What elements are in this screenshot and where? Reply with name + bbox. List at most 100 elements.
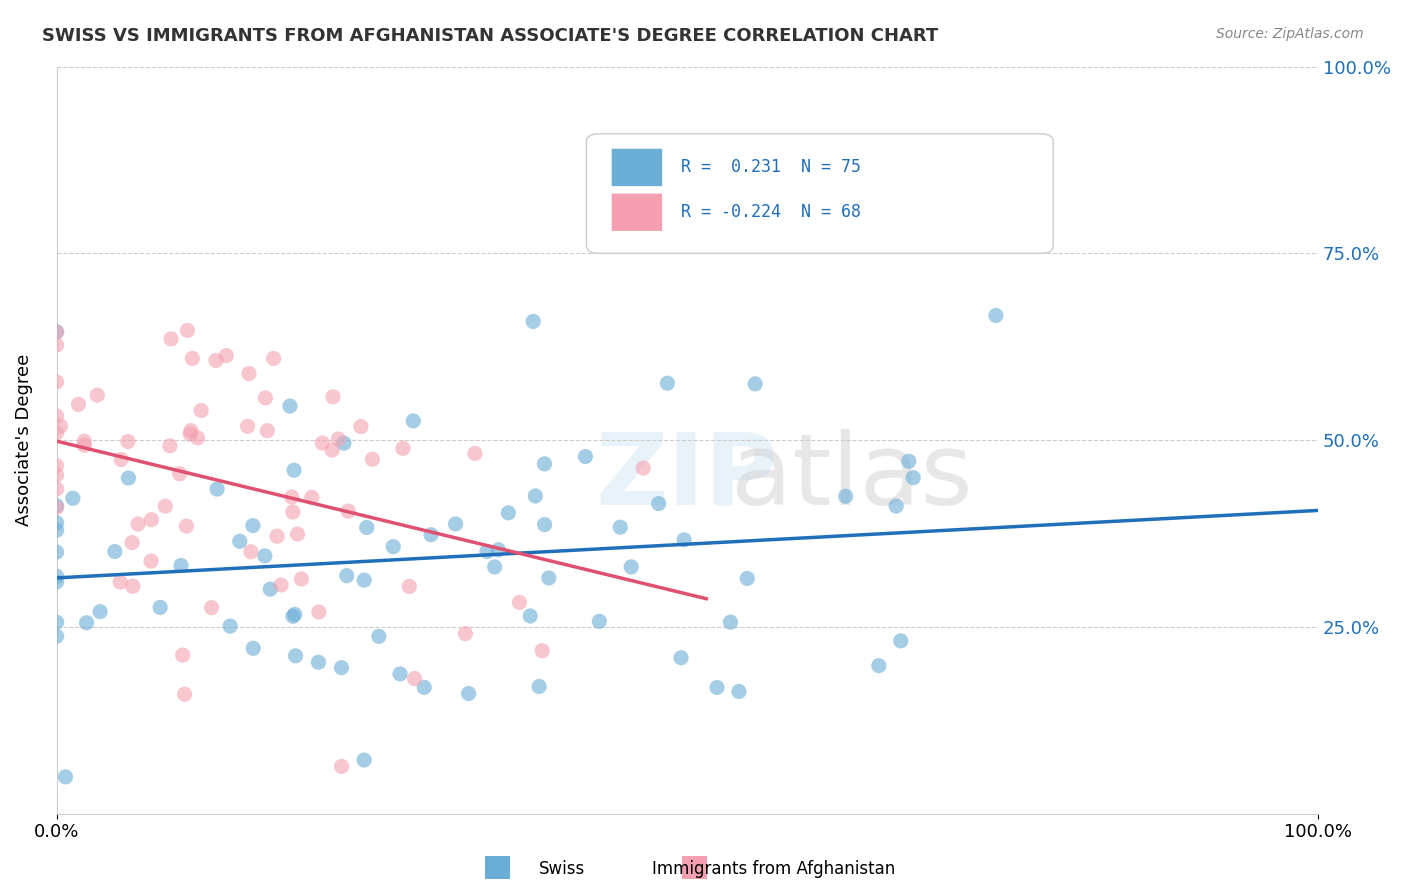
Immigrants from Afghanistan — [117, 434, 139, 449]
Swiss — [706, 681, 728, 695]
Swiss — [868, 658, 890, 673]
Immigrants from Afghanistan — [239, 545, 262, 559]
Immigrants from Afghanistan — [301, 491, 323, 505]
Swiss — [45, 523, 67, 537]
Swiss — [205, 482, 228, 496]
Immigrants from Afghanistan — [45, 409, 67, 423]
Text: R =  0.231  N = 75: R = 0.231 N = 75 — [681, 159, 860, 177]
Immigrants from Afghanistan — [49, 419, 72, 434]
Immigrants from Afghanistan — [110, 452, 132, 467]
Immigrants from Afghanistan — [190, 403, 212, 417]
Immigrants from Afghanistan — [179, 427, 201, 442]
Swiss — [367, 629, 389, 643]
Immigrants from Afghanistan — [45, 482, 67, 496]
Immigrants from Afghanistan — [45, 325, 67, 339]
Immigrants from Afghanistan — [350, 419, 373, 434]
Swiss — [229, 534, 252, 549]
Swiss — [333, 436, 356, 450]
Immigrants from Afghanistan — [633, 461, 655, 475]
Immigrants from Afghanistan — [263, 351, 285, 366]
Swiss — [728, 684, 751, 698]
Swiss — [45, 569, 67, 583]
Swiss — [330, 661, 353, 675]
Swiss — [609, 520, 631, 534]
Immigrants from Afghanistan — [45, 458, 67, 473]
Immigrants from Afghanistan — [311, 436, 333, 450]
Swiss — [45, 325, 67, 339]
Immigrants from Afghanistan — [280, 490, 302, 504]
Immigrants from Afghanistan — [236, 419, 259, 434]
Immigrants from Afghanistan — [392, 442, 415, 456]
FancyBboxPatch shape — [612, 149, 662, 186]
Swiss — [533, 457, 555, 471]
Swiss — [278, 399, 301, 413]
Immigrants from Afghanistan — [73, 438, 96, 452]
Immigrants from Afghanistan — [86, 388, 108, 402]
Immigrants from Afghanistan — [181, 351, 204, 366]
Immigrants from Afghanistan — [159, 439, 181, 453]
Immigrants from Afghanistan — [45, 375, 67, 389]
Swiss — [984, 309, 1007, 323]
Swiss — [55, 770, 77, 784]
Swiss — [669, 650, 692, 665]
Swiss — [897, 454, 920, 468]
Swiss — [259, 582, 281, 597]
Immigrants from Afghanistan — [404, 672, 426, 686]
Swiss — [903, 470, 925, 484]
Text: ZIP: ZIP — [596, 429, 779, 526]
Swiss — [457, 686, 479, 700]
Text: Swiss: Swiss — [540, 860, 585, 878]
Immigrants from Afghanistan — [180, 424, 202, 438]
Swiss — [486, 542, 509, 557]
Swiss — [389, 666, 412, 681]
Immigrants from Afghanistan — [281, 505, 304, 519]
Swiss — [253, 549, 276, 563]
Swiss — [117, 471, 139, 485]
Immigrants from Afghanistan — [176, 323, 198, 337]
Immigrants from Afghanistan — [322, 390, 344, 404]
Immigrants from Afghanistan — [173, 687, 195, 701]
Swiss — [219, 619, 242, 633]
Swiss — [402, 414, 425, 428]
Immigrants from Afghanistan — [287, 527, 309, 541]
Swiss — [884, 499, 907, 513]
Immigrants from Afghanistan — [45, 468, 67, 483]
Swiss — [45, 516, 67, 530]
Immigrants from Afghanistan — [121, 579, 143, 593]
Swiss — [519, 609, 541, 624]
Immigrants from Afghanistan — [73, 434, 96, 449]
Immigrants from Afghanistan — [205, 353, 228, 368]
Immigrants from Afghanistan — [254, 391, 277, 405]
Swiss — [647, 497, 669, 511]
Immigrants from Afghanistan — [238, 367, 260, 381]
Swiss — [149, 600, 172, 615]
Swiss — [533, 517, 555, 532]
Immigrants from Afghanistan — [290, 572, 312, 586]
Swiss — [475, 544, 498, 558]
Text: SWISS VS IMMIGRANTS FROM AFGHANISTAN ASSOCIATE'S DEGREE CORRELATION CHART: SWISS VS IMMIGRANTS FROM AFGHANISTAN ASS… — [42, 27, 938, 45]
Swiss — [524, 489, 547, 503]
Immigrants from Afghanistan — [308, 605, 330, 619]
Swiss — [657, 376, 679, 391]
Swiss — [45, 574, 67, 589]
Swiss — [444, 516, 467, 531]
Swiss — [281, 609, 304, 624]
Immigrants from Afghanistan — [321, 443, 343, 458]
Swiss — [45, 545, 67, 559]
Immigrants from Afghanistan — [256, 424, 278, 438]
Immigrants from Afghanistan — [508, 595, 530, 609]
Swiss — [353, 753, 375, 767]
Immigrants from Afghanistan — [169, 467, 191, 481]
Swiss — [45, 499, 67, 513]
Swiss — [673, 533, 696, 547]
Immigrants from Afghanistan — [176, 519, 198, 533]
Swiss — [498, 506, 520, 520]
Swiss — [574, 450, 596, 464]
Immigrants from Afghanistan — [155, 499, 177, 513]
Immigrants from Afghanistan — [266, 529, 288, 543]
Swiss — [336, 568, 359, 582]
Swiss — [735, 572, 758, 586]
Immigrants from Afghanistan — [187, 431, 209, 445]
Text: R = -0.224  N = 68: R = -0.224 N = 68 — [681, 203, 860, 221]
Text: Immigrants from Afghanistan: Immigrants from Afghanistan — [651, 860, 896, 878]
